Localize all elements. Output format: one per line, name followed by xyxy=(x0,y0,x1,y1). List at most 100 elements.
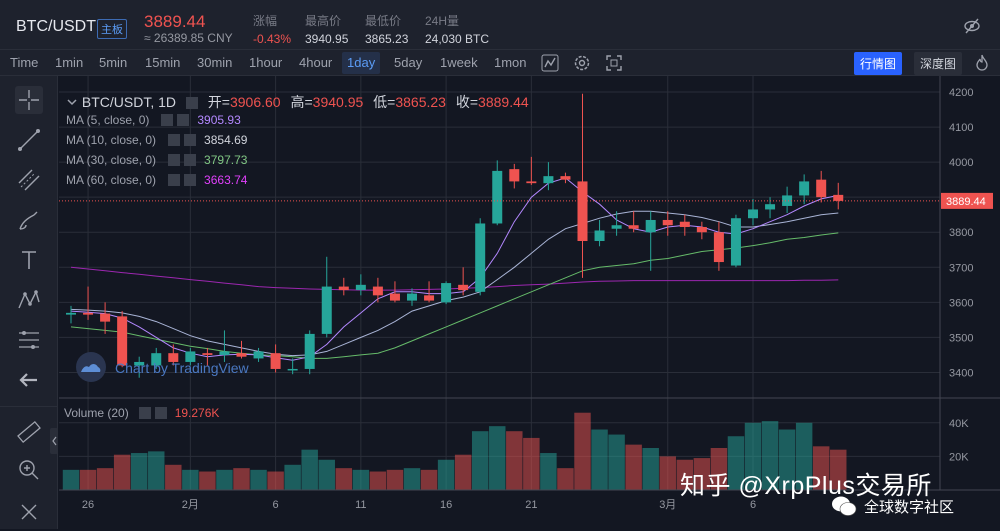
ma30-close-icon[interactable] xyxy=(184,154,197,166)
moving-average-lines xyxy=(70,177,839,361)
trend-line-icon[interactable] xyxy=(15,126,43,154)
tf-5min[interactable]: 5min xyxy=(99,55,128,70)
volume-close-icon[interactable] xyxy=(154,407,167,419)
volume-bar xyxy=(335,468,353,490)
ma60-settings-icon[interactable] xyxy=(168,174,181,186)
ma10-legend: MA (10, close, 0) 3854.69 xyxy=(66,133,248,147)
hide-eye-icon[interactable] xyxy=(963,17,981,35)
ruler-icon[interactable] xyxy=(15,418,43,446)
depth-chart-button[interactable]: 深度图 xyxy=(914,52,963,75)
volume-bar xyxy=(778,429,796,490)
tradingview-credit[interactable]: Chart by TradingView xyxy=(115,360,249,376)
quote-chart-button[interactable]: 行情图 xyxy=(854,52,903,75)
tf-5day[interactable]: 5day xyxy=(394,55,423,70)
crosshair-icon[interactable] xyxy=(15,86,43,114)
tf-1mon[interactable]: 1mon xyxy=(494,55,527,70)
candle-body xyxy=(389,293,400,301)
volume-tick-label: 40K xyxy=(949,418,969,430)
candle-body xyxy=(526,181,537,184)
volume-bar xyxy=(812,446,830,490)
candle-body xyxy=(594,230,605,242)
tf-1min[interactable]: 1min xyxy=(55,55,84,70)
collapse-toolbar-handle[interactable] xyxy=(50,428,58,454)
volume-bar xyxy=(403,468,421,490)
candle-body xyxy=(66,312,76,315)
legend-symbol: BTC/USDT, 1D xyxy=(81,94,177,110)
legend-close-value: 3889.44 xyxy=(478,94,529,110)
ma5-close-icon[interactable] xyxy=(177,114,190,126)
fib-retracement-icon[interactable] xyxy=(15,326,43,354)
ma5-settings-icon[interactable] xyxy=(161,114,174,126)
settings-gear-icon[interactable] xyxy=(573,54,591,72)
candle-body xyxy=(543,176,554,184)
collapse-chevron-icon[interactable] xyxy=(66,96,78,108)
legend-low-label: 低= xyxy=(373,94,396,110)
ma5-line xyxy=(70,177,839,361)
pattern-tool-icon[interactable] xyxy=(15,286,43,314)
volume-bar xyxy=(182,469,199,490)
last-price-marker xyxy=(941,192,993,209)
ma10-close-icon[interactable] xyxy=(184,134,197,146)
stat-change: 涨幅 -0.43% xyxy=(253,14,292,46)
candle-body xyxy=(748,209,758,219)
price-tick-label: 3400 xyxy=(949,367,973,379)
zhihu-watermark: 知乎 @XrpPlus交易所 xyxy=(680,472,932,500)
volume-bar xyxy=(199,471,216,490)
tradingview-cloud-icon[interactable] xyxy=(74,352,108,382)
tf-4hour[interactable]: 4hour xyxy=(299,55,333,70)
tf-30min[interactable]: 30min xyxy=(197,55,233,70)
zoom-in-icon[interactable] xyxy=(15,456,43,484)
tf-time[interactable]: Time xyxy=(10,55,39,70)
volume-bar xyxy=(676,459,694,490)
volume-bar xyxy=(608,434,625,490)
volume-bar xyxy=(79,469,97,490)
volume-bar xyxy=(148,451,165,490)
ma10-settings-icon[interactable] xyxy=(168,134,181,146)
volume-settings-icon[interactable] xyxy=(138,407,151,419)
time-tick-label: 21 xyxy=(525,499,537,511)
indicator-icon[interactable] xyxy=(541,54,559,72)
time-tick-label: 2月 xyxy=(182,499,199,511)
candle-body xyxy=(458,284,469,291)
candle-body xyxy=(662,219,673,226)
volume-bar xyxy=(795,422,813,490)
tf-15min[interactable]: 15min xyxy=(145,55,181,70)
parallel-channel-icon[interactable] xyxy=(15,166,43,194)
back-arrow-icon[interactable] xyxy=(15,366,43,394)
remove-drawings-icon[interactable] xyxy=(15,496,43,524)
candle-body xyxy=(270,353,281,369)
tf-1week[interactable]: 1week xyxy=(440,55,478,70)
volume-bar xyxy=(744,422,762,490)
text-tool-icon[interactable] xyxy=(15,246,43,274)
candle-body xyxy=(833,194,844,201)
price-tick-label: 4000 xyxy=(949,157,973,169)
stat-low: 最低价 3865.23 xyxy=(365,14,409,46)
ma5-legend: MA (5, close, 0) 3905.93 xyxy=(66,113,241,127)
ma60-close-icon[interactable] xyxy=(184,174,197,186)
tf-1day[interactable]: 1day xyxy=(342,52,381,74)
candle-body xyxy=(287,368,298,371)
legend-open-value: 3906.60 xyxy=(229,94,281,110)
volume-bar xyxy=(352,469,370,490)
price-tick-label: 3600 xyxy=(949,297,973,309)
time-tick-label: 11 xyxy=(355,499,366,511)
price-tick-label: 4200 xyxy=(949,87,973,99)
pair-symbol[interactable]: BTC/USDT xyxy=(16,18,96,35)
brush-icon[interactable] xyxy=(15,206,43,234)
volume-bar xyxy=(250,469,267,490)
legend-settings-icon[interactable] xyxy=(185,97,198,109)
volume-bar xyxy=(318,459,335,490)
flame-icon[interactable] xyxy=(974,54,990,72)
community-watermark: 全球数字社区 xyxy=(864,499,955,516)
price-tick-label: 3800 xyxy=(949,227,973,239)
candle-body xyxy=(372,286,383,296)
tf-1hour[interactable]: 1hour xyxy=(249,55,283,70)
volume-bar xyxy=(113,454,131,490)
volume-bar xyxy=(557,468,574,490)
ma30-settings-icon[interactable] xyxy=(168,154,181,166)
wechat-icon xyxy=(832,496,857,516)
fullscreen-icon[interactable] xyxy=(605,54,623,72)
ma30-legend: MA (30, close, 0) 3797.73 xyxy=(66,153,248,167)
volume-tick-label: 20K xyxy=(949,451,969,463)
